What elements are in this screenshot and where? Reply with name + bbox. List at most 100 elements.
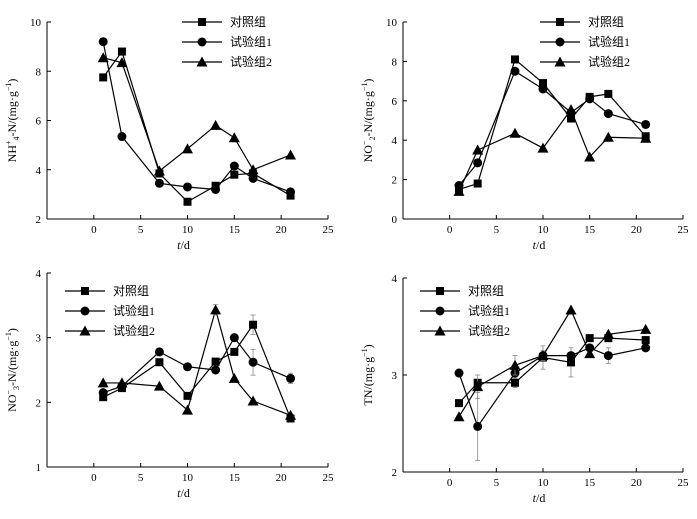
data-point-circle (603, 109, 613, 119)
data-point-square (230, 170, 239, 179)
y-title-base: TN (361, 389, 375, 405)
data-point-square (567, 114, 575, 123)
data-point-triangle (509, 127, 521, 138)
y-title-close: ) (5, 79, 19, 83)
data-point-triangle (247, 395, 259, 406)
y-title-unit-sup: −1 (360, 83, 369, 92)
legend-marker-square (81, 287, 89, 295)
data-point-square (641, 336, 650, 345)
data-point-square (567, 358, 575, 367)
data-point-triangle (153, 380, 165, 391)
x-tick-label: 20 (631, 224, 643, 236)
data-point-triangle (537, 142, 549, 153)
x-tick-label: 0 (447, 477, 453, 489)
y-title-rest: -N/(mg·g (361, 91, 375, 136)
y-tick-label: 2 (392, 467, 398, 479)
data-point-triangle (453, 185, 465, 196)
y-title-close: ) (5, 328, 19, 332)
data-point-square (183, 197, 192, 206)
y-tick-label: 3 (392, 370, 398, 382)
legend-marker-triangle (196, 56, 208, 67)
x-tick-label: 15 (229, 224, 241, 236)
x-axis-title: t/d (177, 238, 190, 252)
y-tick-label: 2 (36, 214, 42, 226)
y-tick-label: 2 (36, 397, 42, 409)
y-tick-label: 8 (36, 66, 42, 78)
data-point-triangle (97, 52, 109, 63)
legend-marker-circle (80, 306, 90, 316)
x-tick-label: 5 (138, 472, 144, 484)
legend-marker-square (556, 18, 564, 26)
data-point-triangle (453, 411, 465, 422)
y-title-rest: -N/(mg·g (5, 91, 19, 136)
legend-marker-circle (435, 306, 445, 316)
data-point-triangle (509, 359, 521, 370)
y-title-sup: − (360, 140, 369, 145)
data-point-circle (98, 388, 108, 398)
legend-marker-circle (555, 37, 565, 47)
x-axis-title-unit: /d (181, 486, 190, 500)
x-axis-title: t/d (533, 491, 546, 505)
data-point-triangle (228, 372, 240, 383)
data-point-triangle (565, 104, 577, 115)
data-point-triangle (285, 149, 297, 160)
data-point-triangle (210, 304, 222, 315)
legend-marker-triangle (554, 56, 566, 67)
series-line (103, 307, 291, 416)
data-point-triangle (182, 143, 193, 154)
x-tick-label: 10 (182, 224, 194, 236)
series-line (458, 70, 646, 186)
x-tick-label: 20 (276, 472, 288, 484)
x-axis-title-var: t (533, 238, 537, 252)
y-title-sup: − (4, 390, 13, 395)
data-point-triangle (537, 350, 549, 361)
y-title-sub: 3 (12, 386, 21, 390)
x-axis-title-var: t (177, 238, 181, 252)
data-point-square (249, 320, 258, 329)
data-point-triangle (640, 323, 652, 334)
y-axis-title: NO−2-N/(mg·g−1) (360, 79, 377, 163)
x-tick-label: 5 (494, 477, 500, 489)
data-point-square (117, 47, 126, 56)
series-1 (99, 47, 295, 206)
chart-no2: 0 5 10 15 20 250246810t/dNO−2-N/(mg·g−1)对照组试验… (360, 15, 689, 252)
data-point-circle (211, 184, 221, 194)
y-axis-title: NH+4-N/(mg·g−1) (4, 79, 21, 163)
series-3 (453, 304, 652, 422)
legend-marker-circle (197, 37, 207, 47)
data-point-circle (454, 368, 464, 378)
data-point-square (511, 55, 519, 64)
x-axis-title: t/d (533, 238, 546, 252)
series-line (458, 58, 647, 191)
y-title-rest: /(mg·g (361, 357, 375, 390)
data-point-circle (117, 132, 127, 142)
series-2 (454, 343, 651, 461)
series-1 (455, 55, 650, 194)
data-point-circle (510, 66, 520, 76)
x-axis-title-unit: /d (536, 491, 545, 505)
y-title-unit-sup: −1 (4, 83, 13, 92)
data-point-triangle (97, 377, 109, 388)
data-point-triangle (116, 57, 128, 68)
data-point-circle (585, 94, 595, 104)
legend-label: 试验组2 (113, 323, 155, 338)
y-tick-label: 4 (36, 268, 42, 280)
x-tick-label: 15 (229, 472, 241, 484)
data-point-triangle (640, 132, 652, 143)
data-point-triangle (116, 377, 128, 388)
y-tick-label: 8 (392, 56, 398, 68)
y-title-sub: 4 (12, 136, 21, 140)
data-point-circle (183, 182, 192, 192)
legend-marker-triangle (79, 325, 91, 336)
x-tick-label: 25 (678, 477, 690, 489)
chart-no3: 0 5 10 15 20 251234t/dNO−3-N/(mg·g−1)对照组试验组1试… (4, 268, 334, 500)
x-tick-label: 20 (276, 224, 288, 236)
y-axis-title: NO−3-N/(mg·g−1) (4, 328, 21, 412)
data-point-triangle (247, 164, 259, 175)
data-point-triangle (153, 165, 165, 176)
y-tick-label: 2 (392, 175, 398, 187)
data-point-circle (473, 421, 483, 431)
